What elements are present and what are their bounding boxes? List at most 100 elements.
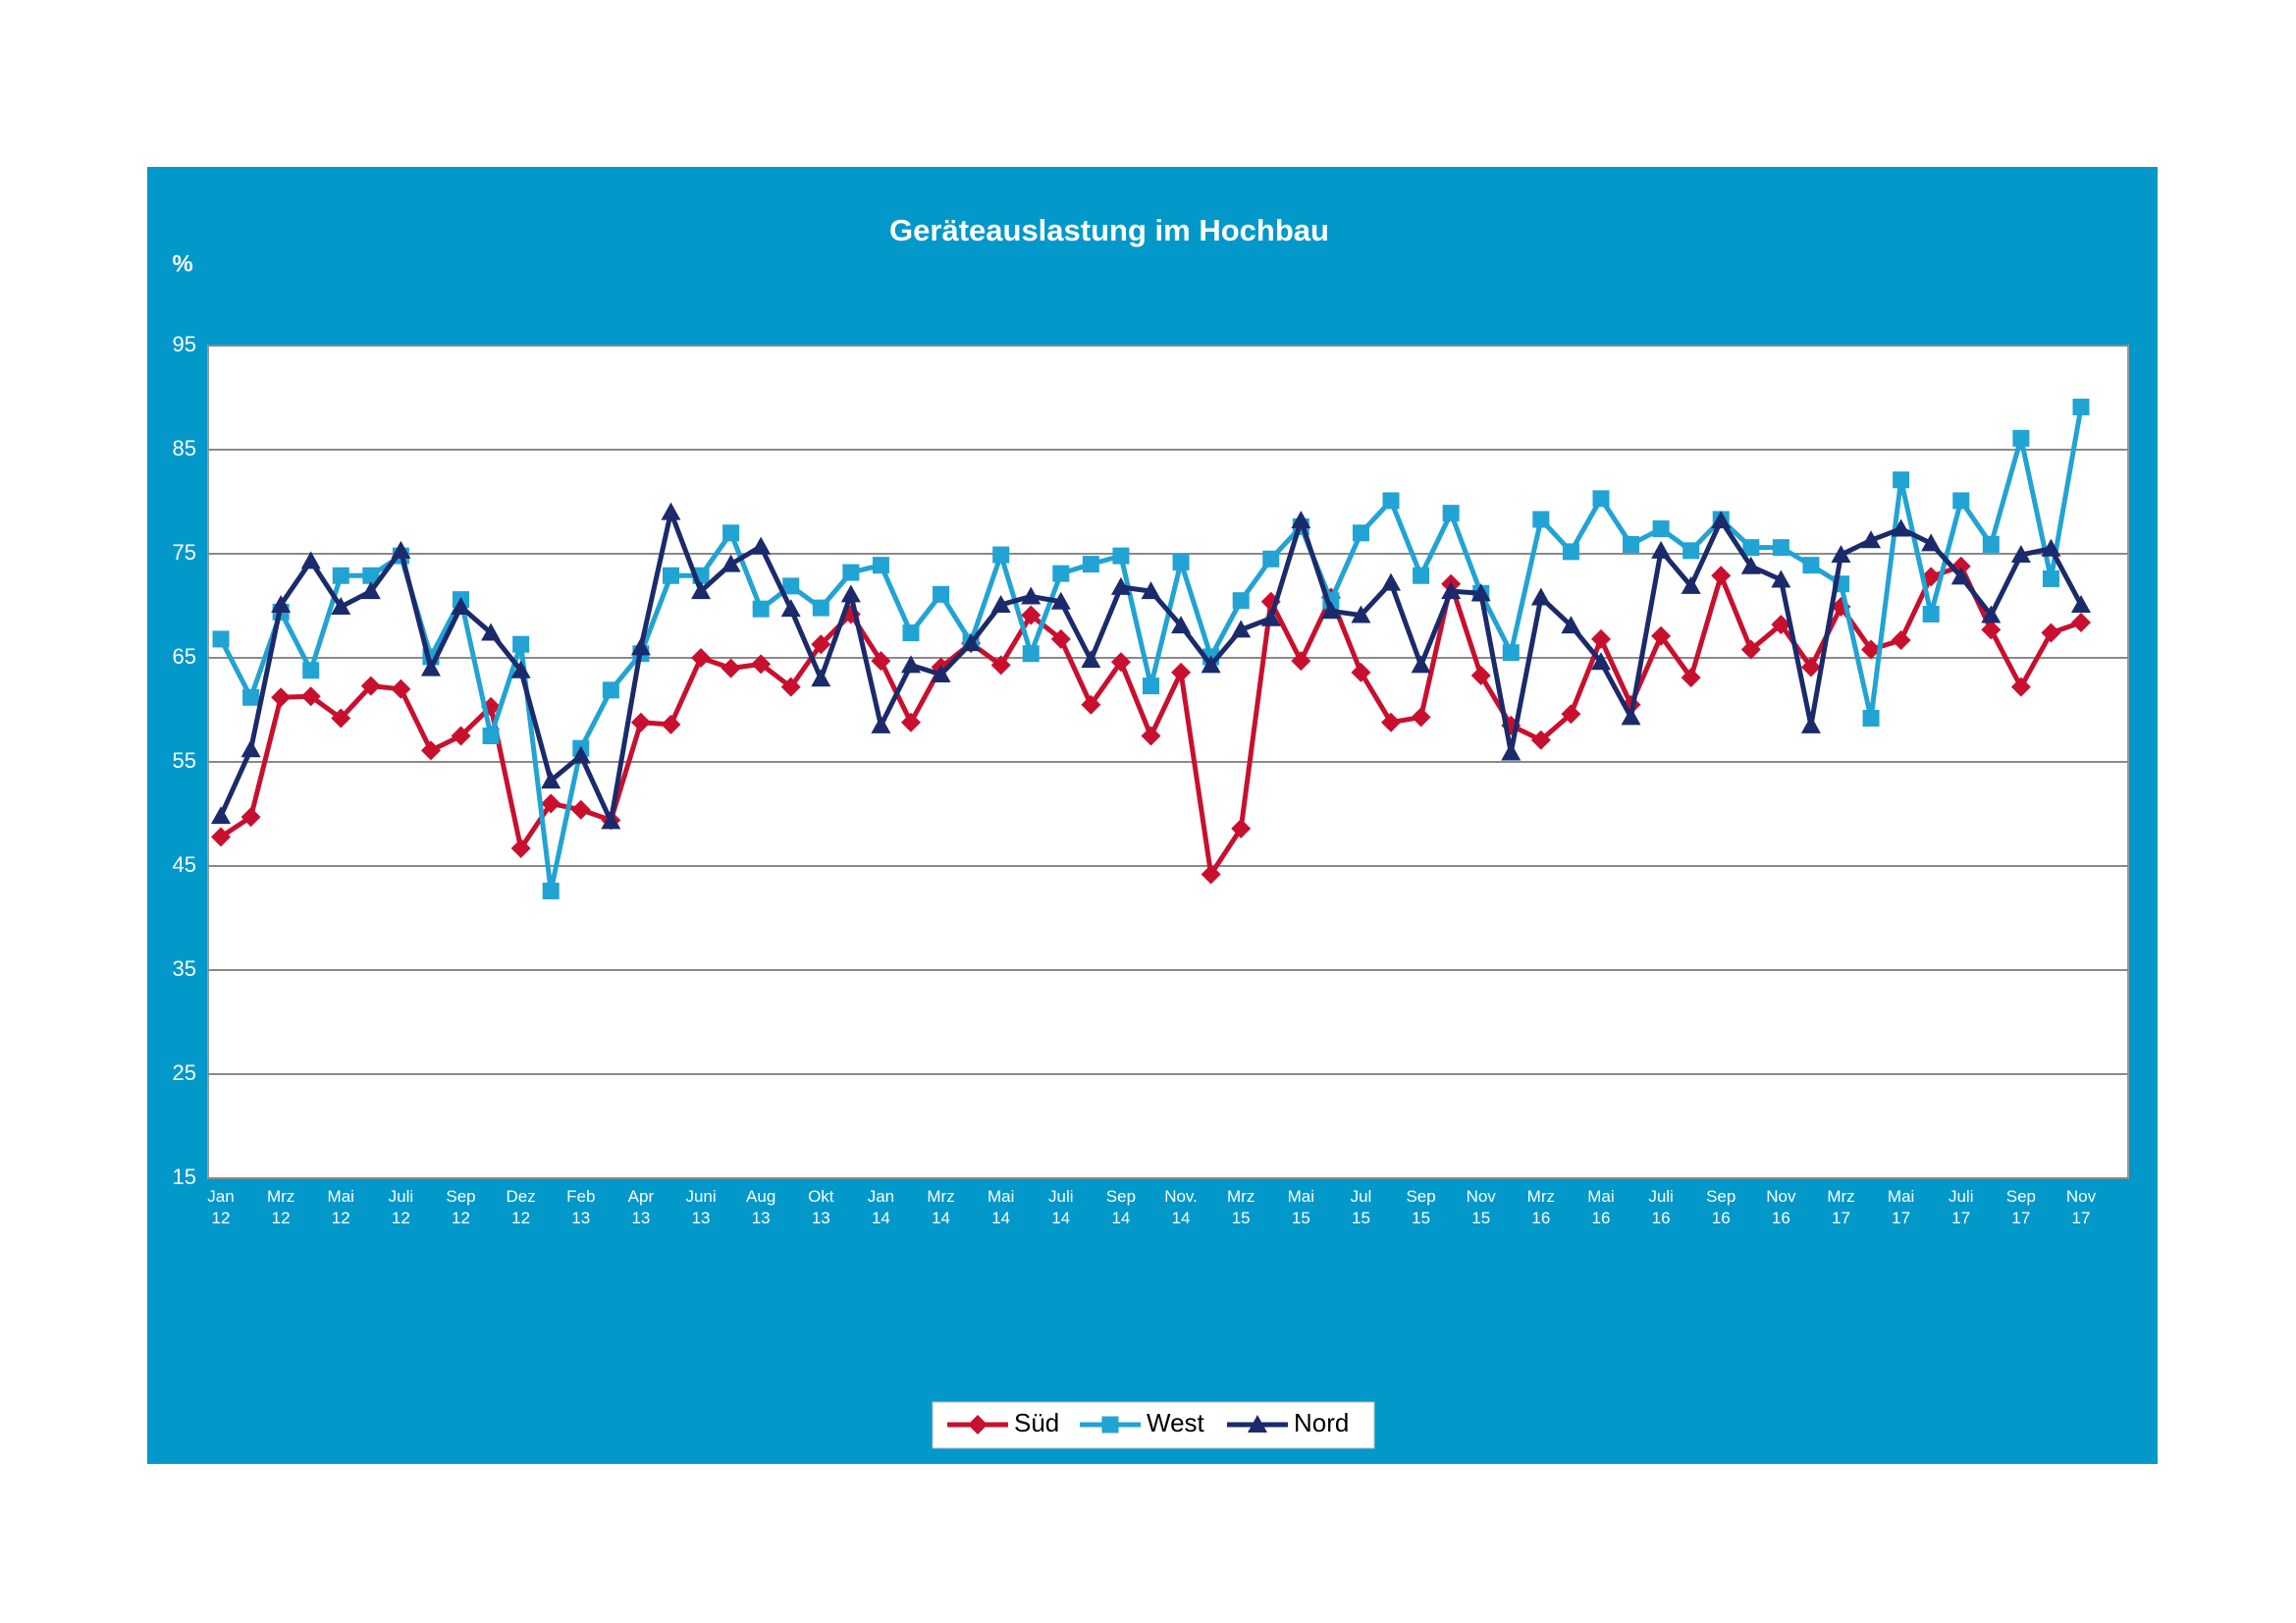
marker [1291, 511, 1311, 529]
marker [331, 708, 351, 729]
x-tick-label: Mai 14 [988, 1187, 1014, 1227]
marker [1172, 553, 1190, 570]
marker [1861, 639, 1882, 660]
marker [900, 712, 921, 732]
marker [1711, 566, 1732, 586]
marker [1561, 704, 1581, 725]
marker [990, 655, 1011, 676]
marker [691, 581, 712, 600]
marker [391, 678, 411, 699]
marker [362, 567, 380, 584]
marker [990, 594, 1011, 613]
marker [1771, 615, 1791, 635]
x-tick-label: Juli 16 [1648, 1187, 1674, 1227]
marker [1201, 655, 1221, 674]
x-tick-label: Feb 13 [566, 1187, 595, 1227]
marker [661, 714, 681, 734]
marker [1021, 605, 1041, 625]
marker [812, 599, 829, 617]
x-tick-label: Mai 16 [1587, 1187, 1614, 1227]
marker [1800, 715, 1821, 733]
marker [1143, 677, 1159, 695]
y-tick-label: 15 [173, 1164, 196, 1189]
marker [900, 655, 921, 674]
x-tick-label: Sep 12 [446, 1187, 475, 1227]
marker [570, 799, 591, 820]
marker [1681, 668, 1701, 688]
marker [541, 793, 561, 814]
marker [2041, 622, 2061, 643]
marker [602, 681, 619, 699]
x-tick-label: Juli 14 [1048, 1187, 1074, 1227]
marker [240, 807, 261, 828]
marker [1441, 581, 1462, 600]
marker [2071, 612, 2091, 632]
marker [2072, 399, 2090, 416]
x-tick-label: Mrz 12 [267, 1187, 294, 1227]
marker [1862, 709, 1880, 727]
marker [391, 540, 411, 559]
marker [510, 838, 531, 858]
marker [360, 676, 381, 696]
x-tick-label: Sep 15 [1406, 1187, 1435, 1227]
marker [992, 546, 1010, 564]
marker [1171, 616, 1192, 634]
marker [1141, 581, 1161, 600]
marker [1081, 694, 1101, 715]
marker [1562, 543, 1579, 561]
marker [1682, 542, 1700, 560]
x-tick-label: Apr 13 [628, 1187, 655, 1227]
legend-label: West [1147, 1408, 1205, 1437]
marker [752, 600, 770, 618]
marker [1050, 591, 1071, 610]
x-tick-label: Nov 17 [2066, 1187, 2097, 1227]
marker [1590, 628, 1611, 649]
marker [1501, 742, 1522, 761]
marker [1922, 605, 1940, 622]
y-tick-label: 45 [173, 852, 196, 877]
marker [1893, 471, 1910, 489]
marker [542, 882, 560, 899]
x-tick-label: Nov. 14 [1164, 1187, 1198, 1227]
marker [1831, 545, 1851, 564]
marker [1590, 652, 1611, 671]
marker [871, 715, 891, 733]
marker [1470, 583, 1491, 602]
marker [512, 635, 530, 653]
marker [1502, 644, 1520, 662]
y-tick-label: 25 [173, 1060, 196, 1085]
marker [1411, 707, 1431, 728]
marker [1231, 818, 1252, 839]
marker [1351, 605, 1371, 623]
marker [1260, 608, 1281, 626]
marker [691, 648, 712, 668]
marker [1652, 520, 1670, 538]
marker [1291, 651, 1311, 672]
marker [1442, 505, 1460, 522]
marker [1982, 535, 2000, 553]
marker [541, 771, 561, 789]
marker [1232, 592, 1250, 610]
x-tick-label: Mrz 15 [1227, 1187, 1255, 1227]
marker [722, 524, 740, 542]
marker [300, 551, 321, 569]
y-tick-label: 95 [173, 332, 196, 356]
marker [1952, 492, 1970, 510]
marker [1981, 620, 2002, 640]
marker [1201, 864, 1221, 885]
marker [302, 662, 320, 679]
marker [1530, 730, 1551, 750]
x-tick-label: Mrz 14 [927, 1187, 954, 1227]
marker [871, 651, 891, 672]
marker [1101, 1416, 1119, 1434]
marker [840, 584, 861, 603]
y-tick-label: 65 [173, 644, 196, 669]
marker [1381, 572, 1402, 591]
marker [1651, 625, 1672, 646]
marker [481, 622, 502, 641]
marker [1561, 616, 1581, 634]
marker [1413, 567, 1430, 584]
marker [1802, 557, 1820, 574]
marker [1110, 652, 1131, 673]
marker [1381, 712, 1402, 732]
